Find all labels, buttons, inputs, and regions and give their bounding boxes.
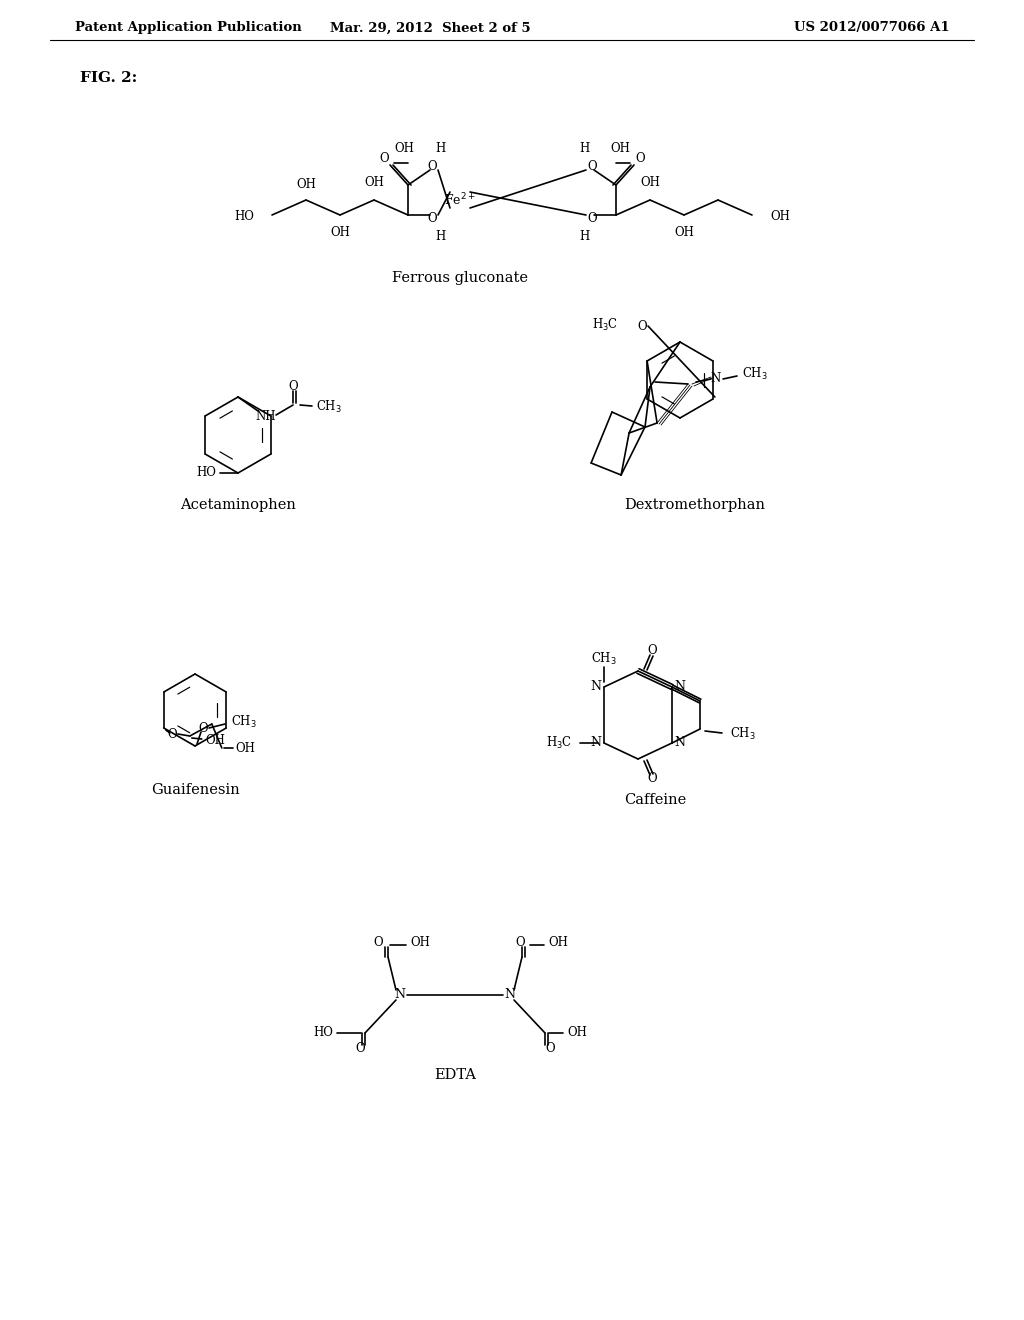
Text: Mar. 29, 2012  Sheet 2 of 5: Mar. 29, 2012 Sheet 2 of 5 xyxy=(330,21,530,34)
Text: N: N xyxy=(394,989,406,1002)
Text: O: O xyxy=(637,319,647,333)
Text: HO: HO xyxy=(313,1027,333,1040)
Text: CH$_3$: CH$_3$ xyxy=(742,366,768,381)
Text: O: O xyxy=(199,722,208,734)
Text: O: O xyxy=(167,727,176,741)
Text: O: O xyxy=(635,153,645,165)
Text: H: H xyxy=(435,141,445,154)
Text: N: N xyxy=(591,737,601,750)
Text: FIG. 2:: FIG. 2: xyxy=(80,71,137,84)
Text: CH$_3$: CH$_3$ xyxy=(316,399,342,414)
Text: O: O xyxy=(587,160,597,173)
Text: H$_3$C: H$_3$C xyxy=(546,735,572,751)
Text: O: O xyxy=(373,936,383,949)
Text: CH$_3$: CH$_3$ xyxy=(231,714,257,730)
Text: HO: HO xyxy=(234,210,254,223)
Text: OH: OH xyxy=(394,143,414,156)
Text: H$_3$C: H$_3$C xyxy=(592,317,618,333)
Text: N: N xyxy=(675,737,685,750)
Text: O: O xyxy=(647,772,656,785)
Text: OH: OH xyxy=(770,210,790,223)
Text: N: N xyxy=(591,681,601,693)
Text: CH$_3$: CH$_3$ xyxy=(730,726,756,742)
Text: N: N xyxy=(505,989,515,1002)
Text: OH: OH xyxy=(365,176,384,189)
Text: OH: OH xyxy=(640,176,659,189)
Text: OH: OH xyxy=(548,936,568,949)
Text: O: O xyxy=(647,644,656,657)
Text: H: H xyxy=(579,231,589,243)
Text: EDTA: EDTA xyxy=(434,1068,476,1082)
Text: O: O xyxy=(355,1043,365,1056)
Text: Fe$^{2+}$: Fe$^{2+}$ xyxy=(444,191,476,209)
Text: N: N xyxy=(675,681,685,693)
Text: H: H xyxy=(579,141,589,154)
Text: O: O xyxy=(545,1043,555,1056)
Text: N: N xyxy=(711,372,721,385)
Text: OH: OH xyxy=(567,1027,587,1040)
Text: Caffeine: Caffeine xyxy=(624,793,686,807)
Text: OH: OH xyxy=(610,143,630,156)
Text: Ferrous gluconate: Ferrous gluconate xyxy=(392,271,528,285)
Text: Dextromethorphan: Dextromethorphan xyxy=(625,498,766,512)
Text: Patent Application Publication: Patent Application Publication xyxy=(75,21,302,34)
Text: OH: OH xyxy=(410,936,430,949)
Text: OH: OH xyxy=(236,742,256,755)
Text: Guaifenesin: Guaifenesin xyxy=(151,783,240,797)
Text: H: H xyxy=(435,231,445,243)
Text: O: O xyxy=(427,160,437,173)
Text: US 2012/0077066 A1: US 2012/0077066 A1 xyxy=(795,21,950,34)
Text: OH: OH xyxy=(206,734,225,747)
Text: O: O xyxy=(427,213,437,226)
Text: O: O xyxy=(288,380,298,393)
Text: NH: NH xyxy=(256,411,276,424)
Text: Acetaminophen: Acetaminophen xyxy=(180,498,296,512)
Text: O: O xyxy=(587,213,597,226)
Text: OH: OH xyxy=(296,177,316,190)
Text: OH: OH xyxy=(674,227,694,239)
Text: O: O xyxy=(515,936,525,949)
Text: OH: OH xyxy=(330,227,350,239)
Text: O: O xyxy=(379,153,389,165)
Text: CH$_3$: CH$_3$ xyxy=(591,651,616,667)
Text: HO: HO xyxy=(197,466,216,479)
